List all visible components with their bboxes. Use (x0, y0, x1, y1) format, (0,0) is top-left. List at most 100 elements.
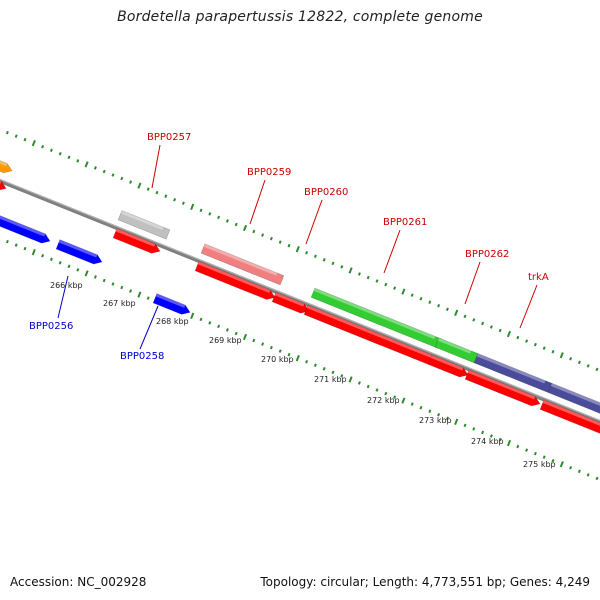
feature-red-right-highlight (542, 400, 600, 432)
minor-tick (146, 296, 150, 300)
minor-tick (481, 430, 485, 435)
minor-tick (463, 423, 467, 428)
minor-tick (322, 367, 326, 371)
major-tick (84, 161, 89, 168)
minor-tick (305, 359, 309, 364)
minor-tick (428, 300, 432, 304)
feature-bpp0261[interactable] (310, 287, 443, 349)
minor-tick (357, 272, 361, 276)
feature-red-bpp0260-highlight (274, 292, 305, 307)
minor-tick (393, 395, 397, 399)
major-tick (348, 267, 353, 274)
genome-backbone (0, 178, 600, 425)
feature-bpp0262[interactable] (434, 337, 479, 364)
major-tick (559, 352, 564, 359)
minor-tick (129, 289, 133, 293)
minor-tick (67, 155, 71, 160)
gene-label-bpp0261[interactable]: BPP0261 (383, 217, 427, 228)
minor-tick (93, 275, 97, 279)
gene-labels-top: BPP0257 BPP0259 BPP0260 BPP0261 BPP0262 … (147, 132, 549, 283)
gene-label-bpp0256[interactable]: BPP0256 (29, 321, 73, 332)
feature-bpp0258[interactable] (152, 293, 192, 317)
feature-red-trka[interactable] (464, 369, 542, 409)
minor-tick (173, 197, 177, 202)
feature-bpp0256[interactable] (0, 214, 52, 246)
gene-label-bpp0262[interactable]: BPP0262 (465, 249, 509, 260)
minor-tick (419, 405, 423, 410)
feature-bpp0259[interactable] (200, 243, 285, 286)
feature-red-bpp0257[interactable] (112, 228, 162, 256)
minor-tick (49, 148, 53, 153)
pointer-bpp0258 (139, 305, 159, 350)
minor-tick (375, 388, 379, 392)
major-tick (190, 312, 195, 319)
feature-red-bpp0259-highlight (197, 261, 271, 293)
feature-red-bpp0262-highlight (430, 355, 464, 371)
minor-tick (419, 296, 423, 301)
feature-trka[interactable] (473, 353, 553, 393)
minor-tick (472, 318, 476, 322)
scale-label-267: 267 kbp (103, 299, 136, 308)
gene-label-bpp0259[interactable]: BPP0259 (247, 167, 291, 178)
minor-tick (375, 279, 379, 283)
minor-tick (164, 194, 168, 198)
minor-tick (5, 239, 9, 244)
minor-tick (516, 444, 520, 449)
scale-label-269: 269 kbp (209, 336, 242, 345)
feature-red-left[interactable] (0, 168, 8, 193)
major-tick (242, 224, 248, 232)
minor-tick (516, 335, 520, 340)
feature-blue-2-highlight (58, 239, 98, 258)
feature-orange[interactable] (0, 148, 14, 175)
scale-label-271: 271 kbp (314, 375, 347, 384)
accession-text: Accession: NC_002928 (10, 575, 147, 589)
feature-red-bpp0260[interactable] (271, 292, 311, 315)
major-tick (454, 309, 459, 316)
feature-red-right[interactable] (539, 399, 600, 441)
minor-tick (463, 314, 467, 319)
minor-tick (287, 243, 291, 248)
gene-labels-bottom: BPP0256 BPP0258 (29, 321, 164, 362)
minor-tick (305, 250, 309, 255)
feature-purple-right-highlight (550, 383, 600, 412)
minor-tick (445, 307, 449, 312)
minor-tick (23, 246, 27, 251)
feature-purple-right[interactable] (547, 382, 600, 422)
scale-label-268: 268 kbp (156, 317, 189, 326)
major-tick (454, 418, 459, 425)
feature-bpp0257[interactable] (117, 210, 171, 240)
feature-bpp0259-highlight (203, 243, 278, 276)
major-tick (137, 182, 142, 189)
gene-label-trka[interactable]: trkA (528, 272, 549, 283)
minor-tick (525, 339, 529, 343)
gene-label-bpp0260[interactable]: BPP0260 (304, 187, 348, 198)
minor-tick (498, 437, 502, 442)
minor-tick (49, 257, 53, 262)
feature-red-bpp0259[interactable] (194, 261, 277, 302)
minor-tick (225, 328, 229, 332)
minor-tick (199, 317, 203, 322)
minor-tick (155, 190, 159, 195)
minor-tick (217, 215, 221, 220)
minor-tick (586, 473, 590, 477)
pointer-bpp0259 (249, 179, 266, 225)
feature-orange-highlight (0, 149, 8, 167)
minor-tick (489, 434, 493, 438)
minor-tick (525, 448, 529, 452)
genome-backbone-highlight (0, 178, 600, 422)
feature-red-trka-highlight (467, 369, 536, 400)
label-pointers (57, 144, 538, 350)
pointer-bpp0261 (383, 229, 401, 274)
gene-label-bpp0257[interactable]: BPP0257 (147, 132, 191, 143)
minor-tick (340, 374, 344, 378)
feature-red-bpp0262[interactable] (427, 354, 470, 380)
feature-blue-2[interactable] (55, 239, 104, 267)
gene-label-bpp0258[interactable]: BPP0258 (120, 351, 164, 362)
minor-tick (551, 458, 555, 463)
major-tick (295, 246, 300, 253)
outer-tick-ring (0, 127, 599, 372)
minor-tick (76, 268, 80, 272)
minor-tick (322, 258, 326, 262)
minor-tick (445, 416, 449, 421)
minor-tick (278, 349, 282, 353)
